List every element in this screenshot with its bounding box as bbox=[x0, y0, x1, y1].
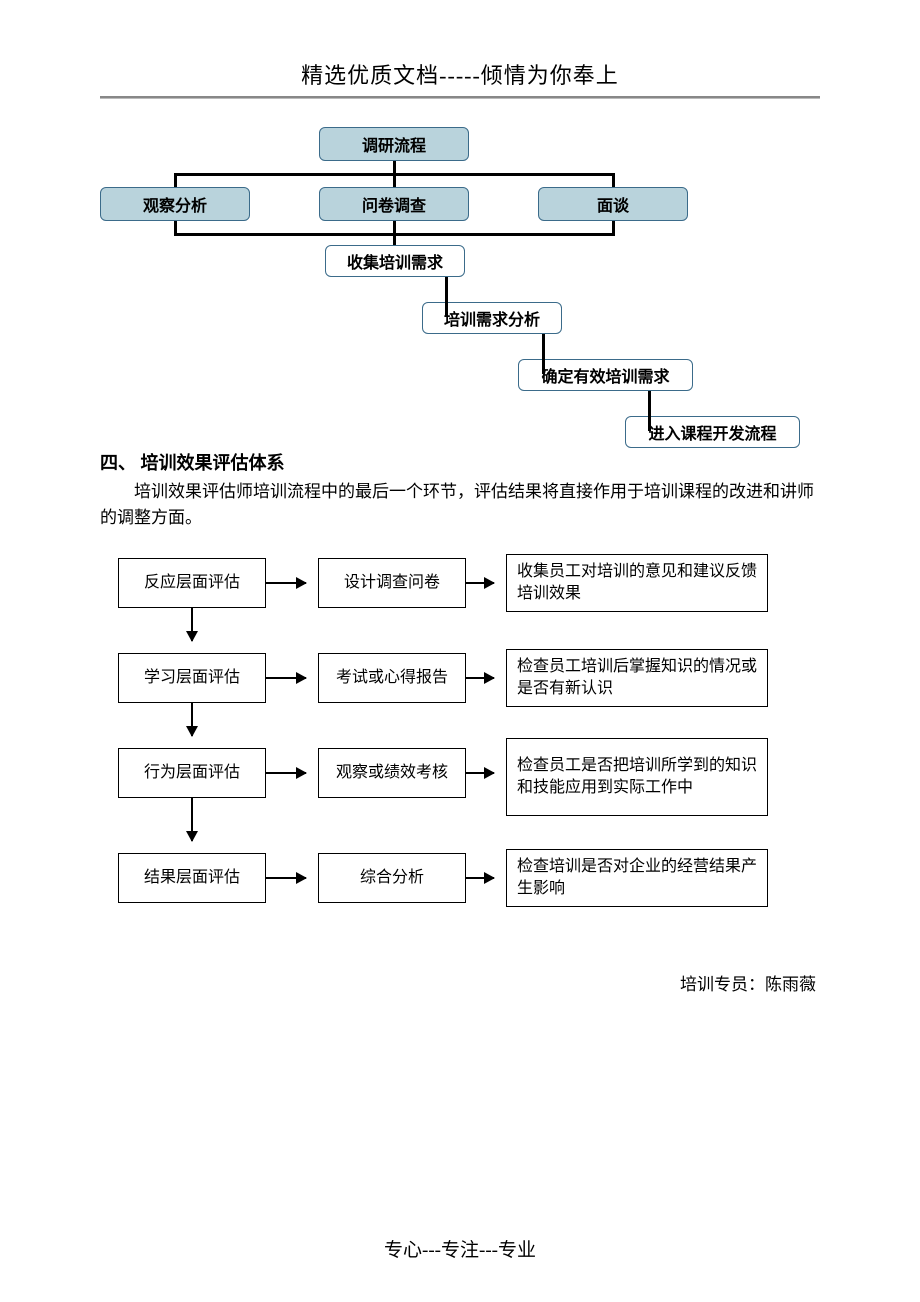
eval-row1-c: 收集员工对培训的意见和建议反馈培训效果 bbox=[506, 554, 768, 612]
eval-row4-b: 综合分析 bbox=[318, 853, 466, 903]
node-observe: 观察分析 bbox=[100, 187, 250, 221]
eval-row2-b: 考试或心得报告 bbox=[318, 653, 466, 703]
connector bbox=[612, 221, 615, 233]
arrow-down bbox=[191, 798, 193, 841]
eval-row2-c: 检查员工培训后掌握知识的情况或是否有新认识 bbox=[506, 649, 768, 707]
connector bbox=[393, 233, 396, 245]
arrow-right bbox=[266, 877, 306, 879]
page-footer: 专心---专注---专业 bbox=[0, 1235, 920, 1262]
connector bbox=[393, 173, 396, 187]
arrow-right bbox=[266, 772, 306, 774]
eval-row3-c: 检查员工是否把培训所学到的知识和技能应用到实际工作中 bbox=[506, 738, 768, 816]
node-survey: 问卷调查 bbox=[319, 187, 469, 221]
section-heading: 四、 培训效果评估体系 bbox=[100, 449, 820, 475]
arrow-down bbox=[191, 703, 193, 736]
node-collect: 收集培训需求 bbox=[325, 245, 465, 277]
eval-row3-a: 行为层面评估 bbox=[118, 748, 266, 798]
header-divider bbox=[100, 96, 820, 99]
node-enter: 进入课程开发流程 bbox=[625, 416, 800, 448]
connector bbox=[393, 161, 396, 173]
arrow-right bbox=[466, 582, 494, 584]
connector bbox=[393, 221, 396, 233]
eval-row1-b: 设计调查问卷 bbox=[318, 558, 466, 608]
connector bbox=[542, 334, 545, 374]
arrow-right bbox=[266, 677, 306, 679]
evaluation-flowchart: 反应层面评估 设计调查问卷 收集员工对培训的意见和建议反馈培训效果 学习层面评估… bbox=[118, 558, 820, 928]
arrow-down bbox=[191, 608, 193, 641]
section-paragraph: 培训效果评估师培训流程中的最后一个环节，评估结果将直接作用于培训课程的改进和讲师… bbox=[100, 479, 820, 532]
eval-row3-b: 观察或绩效考核 bbox=[318, 748, 466, 798]
connector bbox=[648, 391, 651, 431]
arrow-right bbox=[266, 582, 306, 584]
arrow-right bbox=[466, 877, 494, 879]
eval-row2-a: 学习层面评估 bbox=[118, 653, 266, 703]
connector bbox=[174, 221, 177, 233]
eval-row4-a: 结果层面评估 bbox=[118, 853, 266, 903]
node-interview: 面谈 bbox=[538, 187, 688, 221]
eval-row1-a: 反应层面评估 bbox=[118, 558, 266, 608]
research-flowchart: 调研流程 观察分析 问卷调查 面谈 收集培训需求 培训需求分析 确定有效培训需求… bbox=[100, 127, 820, 437]
arrow-right bbox=[466, 677, 494, 679]
signature-name: 陈雨薇 bbox=[765, 975, 816, 994]
connector bbox=[445, 277, 448, 317]
connector bbox=[612, 173, 615, 187]
eval-row4-c: 检查培训是否对企业的经营结果产生影响 bbox=[506, 849, 768, 907]
signature-label: 培训专员： bbox=[680, 975, 765, 994]
node-analyze: 培训需求分析 bbox=[422, 302, 562, 334]
signature-line: 培训专员：陈雨薇 bbox=[100, 970, 820, 995]
arrow-right bbox=[466, 772, 494, 774]
connector bbox=[174, 173, 177, 187]
page-header-title: 精选优质文档-----倾情为你奉上 bbox=[100, 58, 820, 90]
node-root: 调研流程 bbox=[319, 127, 469, 161]
